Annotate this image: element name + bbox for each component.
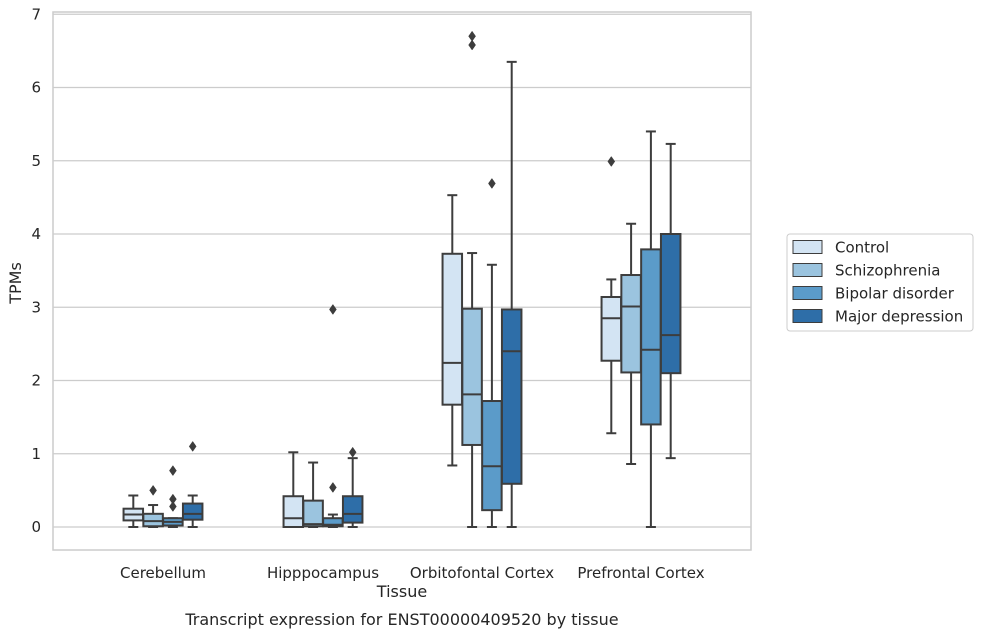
series-control bbox=[122, 156, 623, 528]
gridlines bbox=[53, 13, 751, 528]
plot-frame bbox=[52, 11, 752, 551]
box-group bbox=[302, 461, 324, 528]
box-group bbox=[122, 494, 145, 528]
x-tick-label: Orbitofontal Cortex bbox=[410, 564, 554, 582]
legend-label: Major depression bbox=[835, 308, 963, 326]
legend-label: Bipolar disorder bbox=[835, 285, 955, 303]
legend: Control Schizophrenia Bipolar disorder Majo… bbox=[786, 233, 974, 332]
iqr-box bbox=[341, 495, 364, 524]
box-group bbox=[481, 178, 503, 528]
x-tick-label: Cerebellum bbox=[120, 564, 206, 582]
box-group bbox=[640, 130, 662, 528]
outlier-point bbox=[149, 484, 157, 496]
iqr-box bbox=[461, 307, 483, 446]
outlier-point bbox=[169, 465, 177, 477]
legend-swatch bbox=[792, 240, 823, 254]
box-group bbox=[441, 194, 464, 467]
iqr-box bbox=[481, 400, 503, 512]
outlier-point bbox=[169, 493, 177, 505]
y-tick-label: 5 bbox=[31, 152, 41, 170]
x-tick-label: Prefrontal Cortex bbox=[577, 564, 704, 582]
box-group bbox=[620, 222, 642, 466]
y-tick-label: 1 bbox=[31, 445, 41, 463]
legend-swatch bbox=[792, 286, 823, 300]
iqr-box bbox=[620, 274, 642, 374]
y-tick-label: 0 bbox=[31, 518, 41, 536]
outlier-point bbox=[169, 501, 177, 512]
box-group bbox=[282, 451, 305, 528]
y-tick-label: 2 bbox=[31, 372, 41, 390]
x-axis-label: Tissue bbox=[376, 582, 427, 601]
outlier-point bbox=[188, 440, 197, 452]
y-tick-label: 6 bbox=[31, 79, 41, 97]
iqr-box bbox=[600, 295, 623, 362]
iqr-box bbox=[181, 502, 204, 521]
box-group bbox=[500, 60, 523, 528]
outlier-point bbox=[329, 304, 337, 315]
box-group bbox=[659, 142, 682, 460]
chart-caption: Transcript expression for ENST0000040952… bbox=[184, 610, 618, 629]
box-group bbox=[341, 446, 364, 528]
x-tick-labels: Cerebellum Hipppocampus Orbitofontal Corte… bbox=[120, 564, 705, 582]
outlier-point bbox=[488, 178, 496, 189]
outlier-point bbox=[329, 482, 337, 493]
y-tick-label: 3 bbox=[31, 298, 41, 316]
y-axis-label: TPMs bbox=[6, 262, 25, 305]
y-tick-label: 4 bbox=[31, 225, 41, 243]
iqr-box bbox=[500, 308, 523, 485]
legend-label: Control bbox=[835, 239, 889, 257]
legend-label: Schizophrenia bbox=[835, 262, 940, 280]
iqr-box bbox=[282, 495, 305, 528]
y-tick-label: 7 bbox=[31, 5, 41, 23]
iqr-box bbox=[640, 248, 662, 426]
legend-swatch bbox=[792, 309, 823, 323]
box-group bbox=[181, 440, 204, 528]
box-group bbox=[461, 30, 483, 528]
box-group bbox=[162, 465, 184, 528]
iqr-box bbox=[142, 512, 164, 528]
outlier-point bbox=[468, 30, 476, 42]
outlier-point bbox=[468, 39, 476, 51]
outlier-point bbox=[348, 446, 357, 458]
series-major-depression bbox=[181, 60, 682, 528]
x-tick-label: Hipppocampus bbox=[267, 564, 379, 582]
legend-frame bbox=[786, 233, 974, 332]
iqr-box bbox=[659, 233, 682, 375]
box-series-layer bbox=[122, 30, 682, 528]
series-schizophrenia bbox=[142, 30, 642, 528]
y-tick-labels: 0 1 2 3 4 5 6 7 bbox=[31, 5, 41, 536]
iqr-box bbox=[302, 499, 324, 528]
box-group bbox=[322, 304, 344, 528]
legend-swatch bbox=[792, 263, 823, 277]
box-group bbox=[600, 156, 623, 435]
series-bipolar-disorder bbox=[162, 130, 662, 528]
iqr-box bbox=[441, 252, 464, 406]
outlier-point bbox=[607, 156, 616, 167]
box-group bbox=[142, 484, 164, 528]
